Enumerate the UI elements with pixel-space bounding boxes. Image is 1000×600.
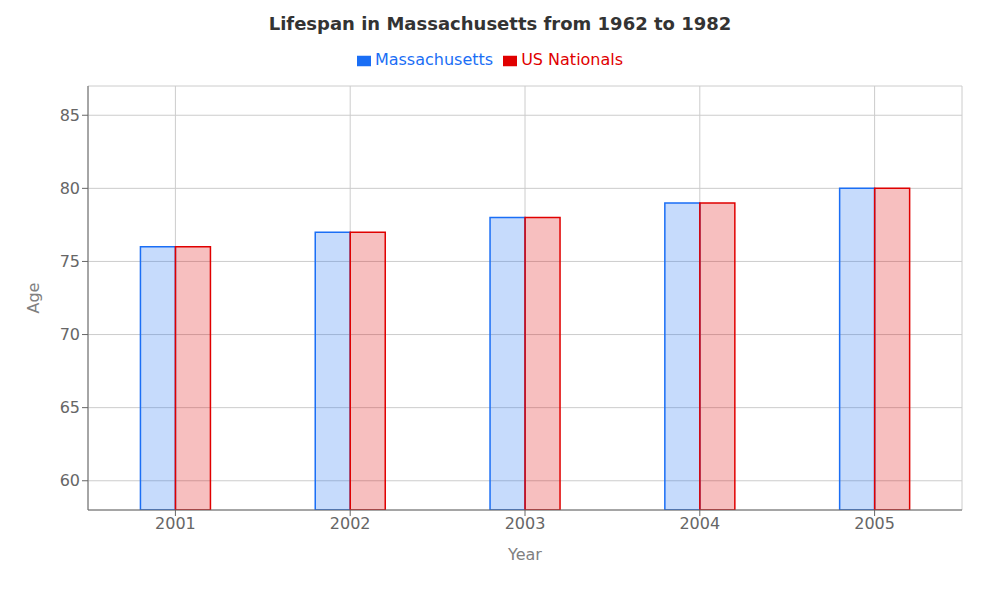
svg-text:2004: 2004 — [679, 514, 720, 533]
svg-text:60: 60 — [60, 471, 80, 490]
svg-text:70: 70 — [60, 325, 80, 344]
html-text:Lifespan in Massachusetts from: Lifespan in Massachusetts from 1962 to 1… — [268, 13, 732, 34]
svg-text:65: 65 — [60, 398, 80, 417]
svg-text:2001: 2001 — [155, 514, 196, 533]
svg-text:80: 80 — [60, 179, 80, 198]
svg-text:75: 75 — [60, 252, 80, 271]
svg-text:2003: 2003 — [505, 514, 546, 533]
svg-text:Year: Year — [507, 545, 542, 564]
svg-text:85: 85 — [60, 106, 80, 125]
html-text:Massachusetts: Massachusetts — [374, 50, 494, 69]
svg-text:Age: Age — [24, 283, 43, 314]
svg-text:2005: 2005 — [854, 514, 895, 533]
svg-text:2002: 2002 — [330, 514, 371, 533]
html-text:US Nationals: US Nationals — [521, 50, 624, 69]
